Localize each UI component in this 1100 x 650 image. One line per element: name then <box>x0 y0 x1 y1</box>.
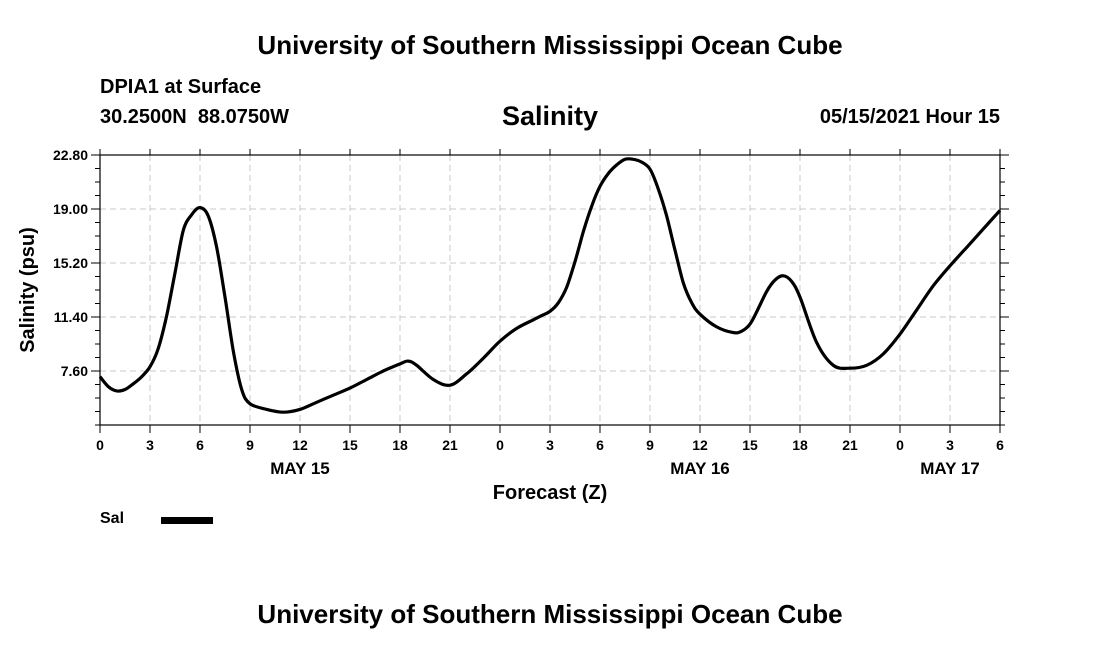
x-tick-label: 9 <box>246 437 254 453</box>
x-tick-label: 15 <box>742 437 758 453</box>
x-tick-label: 0 <box>96 437 104 453</box>
chart-title: Salinity <box>501 101 599 131</box>
date-label: MAY 16 <box>670 459 730 478</box>
legend-label: Sal <box>100 510 125 527</box>
x-tick-label: 18 <box>392 437 408 453</box>
x-tick-label: 6 <box>196 437 204 453</box>
x-tick-label: 18 <box>792 437 808 453</box>
coordinates-label: 30.2500N 88.0750W <box>100 106 290 128</box>
x-tick-label: 0 <box>896 437 904 453</box>
x-tick-label: 21 <box>842 437 858 453</box>
legend-swatch <box>161 517 213 524</box>
x-tick-label: 6 <box>596 437 604 453</box>
datetime-label: 05/15/2021 Hour 15 <box>819 106 1000 128</box>
x-tick-label: 12 <box>292 437 308 453</box>
station-label: DPIA1 at Surface <box>100 76 262 98</box>
x-tick-label: 6 <box>996 437 1004 453</box>
x-tick-label: 12 <box>692 437 708 453</box>
y-tick-label: 7.60 <box>61 363 88 379</box>
footer-title: University of Southern Mississippi Ocean… <box>257 599 843 629</box>
x-axis-label: Forecast (Z) <box>492 482 608 504</box>
x-tick-label: 3 <box>146 437 154 453</box>
x-tick-label: 21 <box>442 437 458 453</box>
y-tick-label: 15.20 <box>53 255 88 271</box>
date-label: MAY 15 <box>270 459 330 478</box>
x-tick-label: 3 <box>946 437 954 453</box>
x-tick-label: 9 <box>646 437 654 453</box>
date-label: MAY 17 <box>920 459 980 478</box>
x-tick-label: 0 <box>496 437 504 453</box>
plot-frame <box>99 154 1001 426</box>
x-tick-label: 15 <box>342 437 358 453</box>
page-title: University of Southern Mississippi Ocean… <box>257 30 843 60</box>
y-tick-label: 22.80 <box>53 147 88 163</box>
x-tick-label: 3 <box>546 437 554 453</box>
y-axis-label: Salinity (psu) <box>17 227 39 353</box>
series-line-sal <box>98 157 1002 414</box>
y-tick-label: 11.40 <box>54 309 88 325</box>
y-tick-label: 19.00 <box>53 201 88 217</box>
